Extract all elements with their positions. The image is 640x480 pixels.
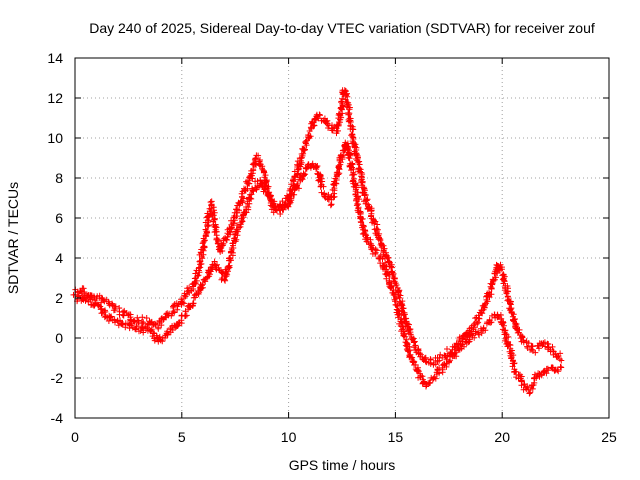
x-tick-label: 10 <box>281 429 297 445</box>
data-marker-group <box>396 315 412 354</box>
data-marker-group <box>146 326 160 342</box>
data-marker-group <box>327 157 344 209</box>
data-marker-group <box>189 265 203 290</box>
data-marker-group <box>504 341 518 375</box>
data-marker-group <box>104 312 121 326</box>
data-marker-group <box>136 323 151 336</box>
data-marker-group <box>499 271 511 300</box>
data-marker-group <box>114 317 131 331</box>
data-marker-group <box>253 152 265 172</box>
series-2 <box>72 139 565 397</box>
data-marker-group <box>429 364 446 383</box>
data-marker-group <box>199 258 218 288</box>
y-tick-label: 8 <box>55 170 63 186</box>
data-marker-group <box>551 363 565 375</box>
data-marker-group <box>105 298 119 314</box>
data-marker-group <box>541 364 556 377</box>
tick-layer: 0 5 10 15 20 25 -4 -2 0 2 4 6 8 10 12 14 <box>47 50 617 445</box>
data-marker-group <box>93 292 110 306</box>
data-marker-group <box>228 206 241 232</box>
data-marker-group <box>349 136 363 173</box>
y-tick-label: -4 <box>51 410 64 426</box>
data-marker-group <box>493 261 505 274</box>
data-marker-group <box>342 140 357 176</box>
x-tick-label: 25 <box>601 429 617 445</box>
data-marker-group <box>345 104 357 141</box>
series-1 <box>70 87 565 368</box>
plot-frame <box>74 57 610 419</box>
y-tick-label: 6 <box>55 210 63 226</box>
data-marker-group <box>216 240 227 255</box>
data-marker-group <box>456 336 473 353</box>
data-marker-group <box>466 325 484 343</box>
data-marker-group <box>520 337 536 353</box>
y-tick-label: 2 <box>55 290 63 306</box>
data-marker-group <box>439 353 454 373</box>
data-marker-group <box>199 219 212 253</box>
data-marker-group <box>178 284 197 307</box>
x-tick-label: 20 <box>494 429 510 445</box>
y-tick-label: 0 <box>55 330 63 346</box>
data-marker-group <box>227 226 241 264</box>
data-marker-group <box>387 282 403 321</box>
data-marker-group <box>530 340 547 356</box>
y-tick-label: 4 <box>55 250 63 266</box>
data-marker-group <box>354 207 369 238</box>
data-marker-group <box>152 317 163 332</box>
data-marker-group <box>158 310 175 329</box>
data-marker-group <box>369 246 386 267</box>
data-marker-group <box>89 296 102 309</box>
data-layer <box>70 87 565 397</box>
x-axis-label: GPS time / hours <box>289 457 396 473</box>
data-marker-group <box>126 320 141 333</box>
data-marker-group <box>349 171 363 216</box>
x-tick-label: 15 <box>388 429 404 445</box>
data-marker-group <box>414 364 428 387</box>
chart-title: Day 240 of 2025, Sidereal Day-to-day VTE… <box>89 20 595 36</box>
y-tick-label: 10 <box>47 130 63 146</box>
data-marker-group <box>178 302 196 324</box>
data-marker-group <box>189 281 206 309</box>
data-marker-group <box>276 201 292 214</box>
x-tick-label: 5 <box>178 429 186 445</box>
x-tick-label: 0 <box>71 429 79 445</box>
data-marker-group <box>520 381 534 396</box>
data-marker-group <box>311 163 327 190</box>
data-marker-group <box>355 165 369 199</box>
data-marker-group <box>116 305 132 319</box>
data-marker-group <box>477 283 495 317</box>
data-marker-group <box>209 261 223 274</box>
data-marker-group <box>264 189 277 213</box>
y-axis-label: SDTVAR / TECUs <box>5 182 21 294</box>
data-marker-group <box>291 155 305 181</box>
data-marker-group <box>329 122 340 137</box>
data-marker-group <box>298 132 314 162</box>
data-marker-group <box>512 321 526 345</box>
data-marker-group <box>550 348 565 364</box>
data-marker-group <box>371 217 387 254</box>
data-marker-group <box>362 232 376 253</box>
data-marker-group <box>414 346 428 363</box>
data-marker-group <box>254 177 271 198</box>
y-tick-label: -2 <box>51 370 64 386</box>
data-marker-group <box>285 184 299 207</box>
y-tick-label: 12 <box>47 90 63 106</box>
data-marker-group <box>541 339 557 355</box>
data-marker-group <box>270 204 284 217</box>
data-marker-group <box>465 309 483 336</box>
data-marker-group <box>248 155 260 177</box>
y-tick-label: 14 <box>47 50 63 66</box>
data-marker-group <box>504 296 520 330</box>
data-marker-group <box>526 374 540 397</box>
data-marker-group <box>511 368 528 389</box>
